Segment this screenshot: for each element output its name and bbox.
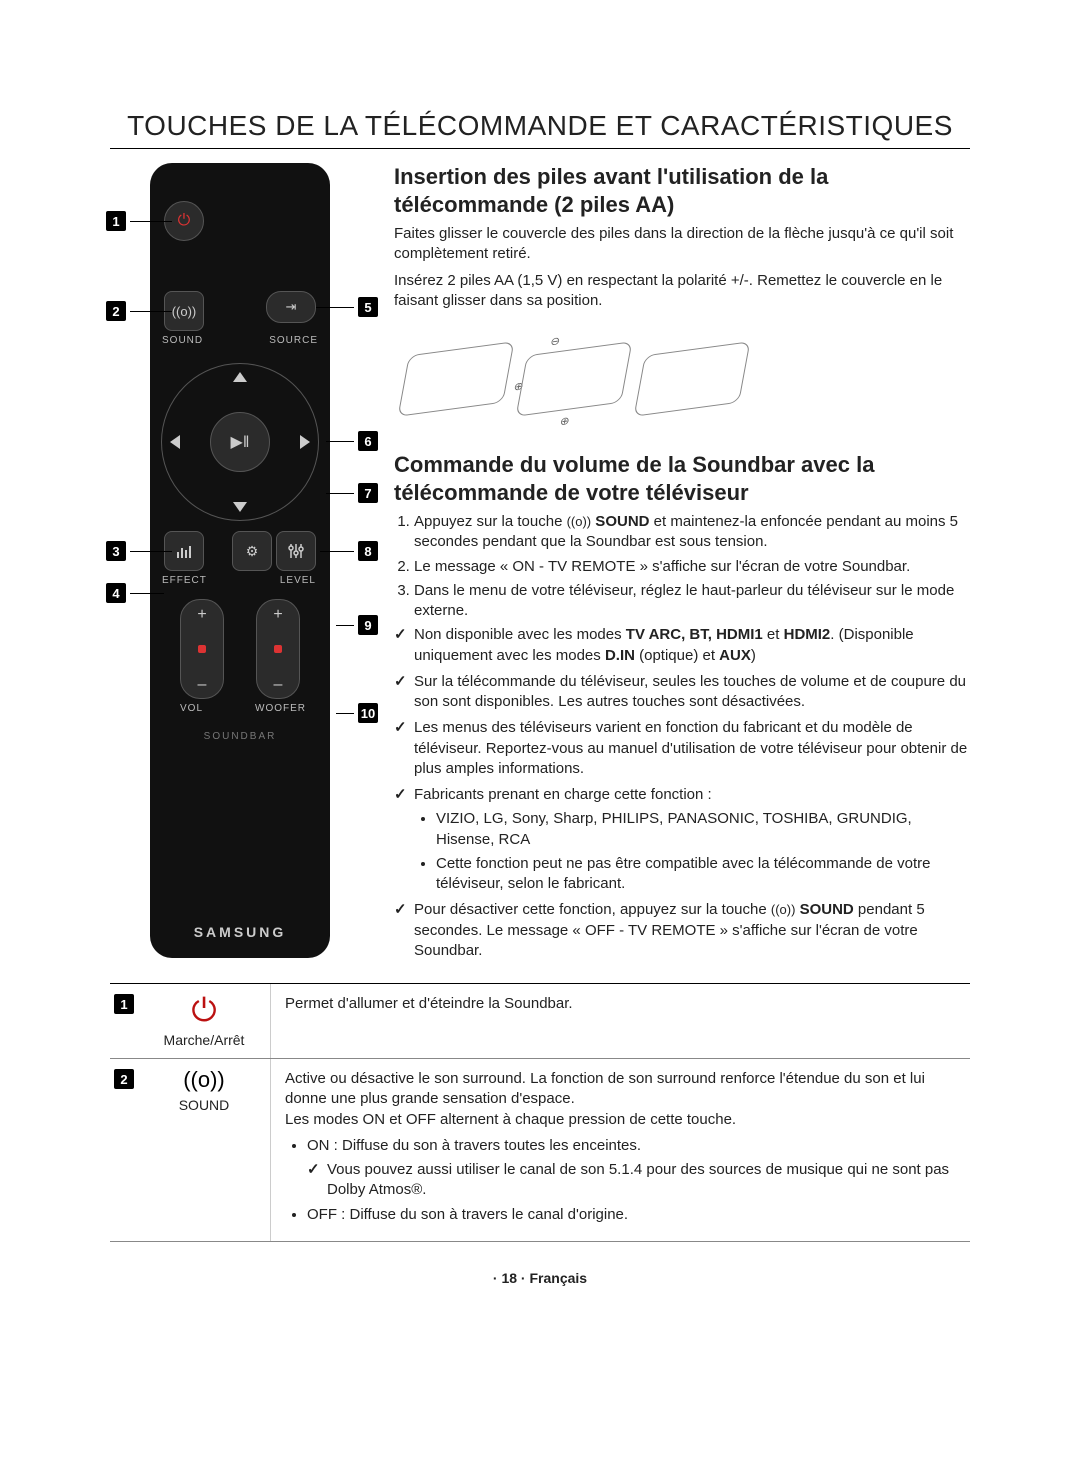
volume-notes: Non disponible avec les modes TV ARC, BT… — [394, 625, 970, 961]
callout-6: 6 — [326, 431, 378, 451]
sound-label: SOUND — [162, 335, 203, 346]
step-2: Le message « ON - TV REMOTE » s'affiche … — [414, 557, 970, 577]
vol-label: VOL — [180, 703, 203, 714]
note-4: Fabricants prenant en charge cette fonct… — [394, 785, 970, 894]
callout-8: 8 — [320, 541, 378, 561]
level-label: LEVEL — [280, 575, 316, 586]
source-label: SOURCE — [269, 335, 318, 346]
note-5: Pour désactiver cette fonction, appuyez … — [394, 900, 970, 961]
level-button-icon — [276, 531, 316, 571]
title-rule — [110, 148, 970, 149]
callout-10: 10 — [336, 703, 378, 723]
soundbar-label: SOUNDBAR — [150, 731, 330, 742]
row-desc: Permet d'allumer et d'éteindre la Soundb… — [271, 984, 970, 1058]
play-pause-icon: ▶ǁ — [210, 412, 270, 472]
button-table: 1 ⏻ Marche/Arrêt Permet d'allumer et d'é… — [110, 983, 970, 1242]
row-num: 1 — [114, 994, 134, 1014]
row-num: 2 — [114, 1069, 134, 1089]
battery-diagram: ⊕ ⊖⊕ — [404, 319, 744, 439]
sound-icon: ((o)) — [144, 1069, 264, 1091]
remote-diagram: ⏻ ((o)) ⇥ SOUND SOURCE ▶ǁ ⚙ — [110, 163, 370, 963]
callout-7: 7 — [326, 483, 378, 503]
step-1: Appuyez sur la touche ((o)) SOUND et mai… — [414, 512, 970, 553]
battery-p1: Faites glisser le couvercle des piles da… — [394, 224, 970, 265]
note-2: Sur la télécommande du téléviseur, seule… — [394, 672, 970, 713]
battery-heading: Insertion des piles avant l'utilisation … — [394, 163, 970, 218]
page-footer: · 18 · Français — [110, 1270, 970, 1286]
row-desc: Active ou désactive le son surround. La … — [271, 1059, 970, 1241]
effect-label: EFFECT — [162, 575, 207, 586]
callout-3: 3 — [106, 541, 172, 561]
polarity-plus-icon-2: ⊕ — [559, 414, 571, 428]
volume-rocker-icon: +– — [180, 599, 224, 699]
callout-4: 4 — [106, 583, 164, 603]
note-4-brands: VIZIO, LG, Sony, Sharp, PHILIPS, PANASON… — [436, 809, 970, 850]
dpad: ▶ǁ — [161, 363, 319, 521]
callout-5: 5 — [316, 297, 378, 317]
page-title: TOUCHES DE LA TÉLÉCOMMANDE ET CARACTÉRIS… — [110, 110, 970, 142]
step-3: Dans le menu de votre téléviseur, réglez… — [414, 581, 970, 622]
volume-heading: Commande du volume de la Soundbar avec l… — [394, 451, 970, 506]
source-button-icon: ⇥ — [266, 291, 316, 323]
dpad-left-icon — [170, 435, 180, 449]
power-icon: ⏻ — [144, 994, 264, 1026]
note-3: Les menus des téléviseurs varient en fon… — [394, 718, 970, 779]
battery-p2: Insérez 2 piles AA (1,5 V) en respectant… — [394, 271, 970, 312]
callout-9: 9 — [336, 615, 378, 635]
table-row: 1 ⏻ Marche/Arrêt Permet d'allumer et d'é… — [110, 984, 970, 1059]
dpad-down-icon — [233, 502, 247, 512]
woofer-label: WOOFER — [255, 703, 306, 714]
polarity-minus-icon: ⊖ — [549, 334, 561, 348]
note-4-compat: Cette fonction peut ne pas être compatib… — [436, 854, 970, 895]
settings-gear-icon: ⚙ — [232, 531, 272, 571]
woofer-rocker-icon: +– — [256, 599, 300, 699]
row-label: Marche/Arrêt — [144, 1032, 264, 1048]
brand-label: SAMSUNG — [150, 924, 330, 940]
sound-icon: ((o)) — [567, 513, 592, 531]
callout-1: 1 — [106, 211, 172, 231]
dpad-up-icon — [233, 372, 247, 382]
callout-2: 2 — [106, 301, 172, 321]
row-label: SOUND — [144, 1097, 264, 1113]
dpad-right-icon — [300, 435, 310, 449]
table-row: 2 ((o)) SOUND Active ou désactive le son… — [110, 1059, 970, 1242]
note-1: Non disponible avec les modes TV ARC, BT… — [394, 625, 970, 666]
sound-icon: ((o)) — [771, 901, 796, 919]
volume-steps: Appuyez sur la touche ((o)) SOUND et mai… — [394, 512, 970, 621]
